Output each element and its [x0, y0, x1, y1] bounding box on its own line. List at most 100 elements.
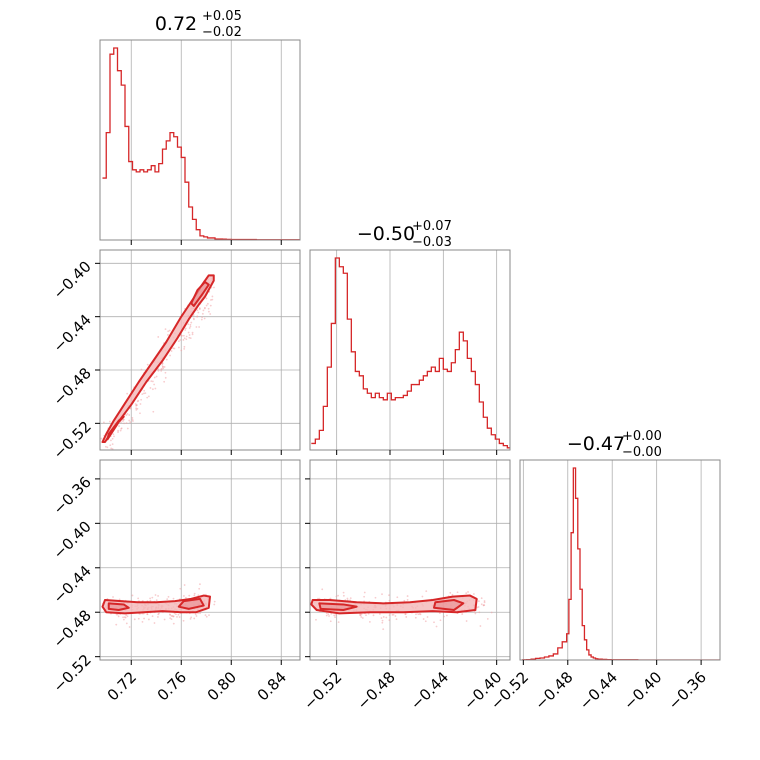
scatter-point [179, 587, 182, 590]
scatter-point [483, 604, 486, 607]
scatter-point [197, 311, 200, 314]
scatter-point [170, 618, 173, 621]
scatter-point [118, 425, 120, 427]
scatter-point [421, 595, 424, 598]
scatter-point [126, 615, 129, 618]
scatter-point [178, 616, 181, 618]
histogram-bar [419, 380, 423, 450]
histogram-bar [129, 162, 133, 240]
scatter-point [433, 621, 435, 624]
x-tick-label: −0.36 [665, 668, 710, 713]
y-tick-label: −0.48 [50, 364, 95, 409]
scatter-point [213, 286, 215, 289]
grid-2-2 [522, 460, 702, 660]
histogram-2 [522, 467, 720, 660]
scatter-point [143, 389, 146, 392]
scatter-point [211, 298, 214, 301]
scatter-point [406, 595, 409, 597]
scatter-point [119, 429, 122, 432]
scatter-point [117, 615, 120, 618]
scatter-point [153, 622, 156, 624]
scatter-point [151, 388, 154, 391]
scatter-point [406, 598, 409, 601]
scatter-point [414, 616, 417, 619]
scatter-point [126, 412, 129, 415]
scatter-point [140, 368, 143, 371]
scatter-point [125, 614, 128, 617]
scatter-point [172, 597, 175, 600]
histogram-bar [553, 654, 557, 660]
scatter-point [123, 616, 126, 619]
scatter-point [472, 593, 475, 595]
scatter-point [183, 345, 186, 348]
contour-inner [318, 602, 358, 611]
panel-title-plus: +0.07 [412, 219, 452, 234]
scatter-point [153, 376, 156, 379]
contour-inner [106, 415, 125, 441]
scatter-point [109, 444, 112, 447]
scatter-point [480, 603, 483, 606]
scatter-point [405, 616, 408, 618]
histogram-bar [136, 172, 140, 240]
scatter-point [151, 596, 154, 599]
contour-inner [177, 597, 205, 610]
scatter-point [443, 615, 445, 618]
scatter-point [166, 598, 169, 601]
histogram-bar [415, 385, 419, 450]
scatter-point [335, 614, 337, 616]
panel-title-minus: −0.03 [412, 235, 452, 250]
scatter-point [404, 613, 407, 615]
x-tick-label: −0.48 [531, 668, 576, 713]
scatter-point [182, 619, 185, 622]
histogram-bar [148, 170, 152, 240]
scatter-point [187, 331, 190, 334]
x-tick-label: −0.48 [354, 668, 399, 713]
scatter-point [162, 367, 165, 370]
histogram-bar [427, 371, 431, 450]
scatter-point [435, 625, 438, 628]
scatter-point [144, 392, 147, 395]
scatter-point [137, 597, 140, 600]
scatter-point [154, 594, 157, 596]
scatter-point [109, 451, 111, 453]
histogram-bar [431, 367, 435, 450]
scatter-point [185, 335, 188, 338]
panel-title: −0.50 [357, 223, 415, 245]
histogram-bar [375, 393, 379, 450]
scatter-point [160, 369, 163, 372]
scatter-point [131, 418, 134, 421]
scatter-point [190, 321, 193, 324]
scatter-point [193, 594, 196, 597]
histogram-bar [435, 371, 439, 450]
scatter-point [169, 617, 172, 620]
scatter-point [381, 593, 383, 596]
scatter-point [125, 622, 128, 625]
scatter-point [139, 403, 142, 405]
scatter-point [477, 606, 480, 608]
histogram-bar [155, 172, 159, 240]
scatter-point [198, 307, 201, 310]
scatter-point [382, 628, 385, 631]
histogram-bar [387, 393, 391, 450]
panel-title: 0.72 [155, 13, 197, 35]
scatter-point [191, 333, 194, 336]
scatter-point [195, 326, 198, 328]
scatter-point [325, 614, 328, 617]
scatter-point [155, 375, 158, 378]
scatter-point [111, 437, 114, 440]
scatter-point [153, 383, 156, 386]
scatter-point [206, 302, 209, 305]
scatter-point [188, 336, 191, 339]
histogram-bar [451, 363, 455, 450]
scatter-point [189, 337, 192, 340]
scatter-point [193, 617, 196, 620]
scatter-point [164, 328, 167, 331]
histogram-bar [118, 71, 122, 240]
scatter-point [200, 318, 203, 321]
scatter-point [360, 616, 363, 618]
scatter-point [367, 612, 370, 615]
histogram-bar [114, 48, 118, 240]
scatter-point [107, 455, 109, 457]
scatter-point [170, 350, 173, 352]
y-axis-1-0: −0.52 −0.48 −0.44 −0.40 [50, 257, 100, 463]
